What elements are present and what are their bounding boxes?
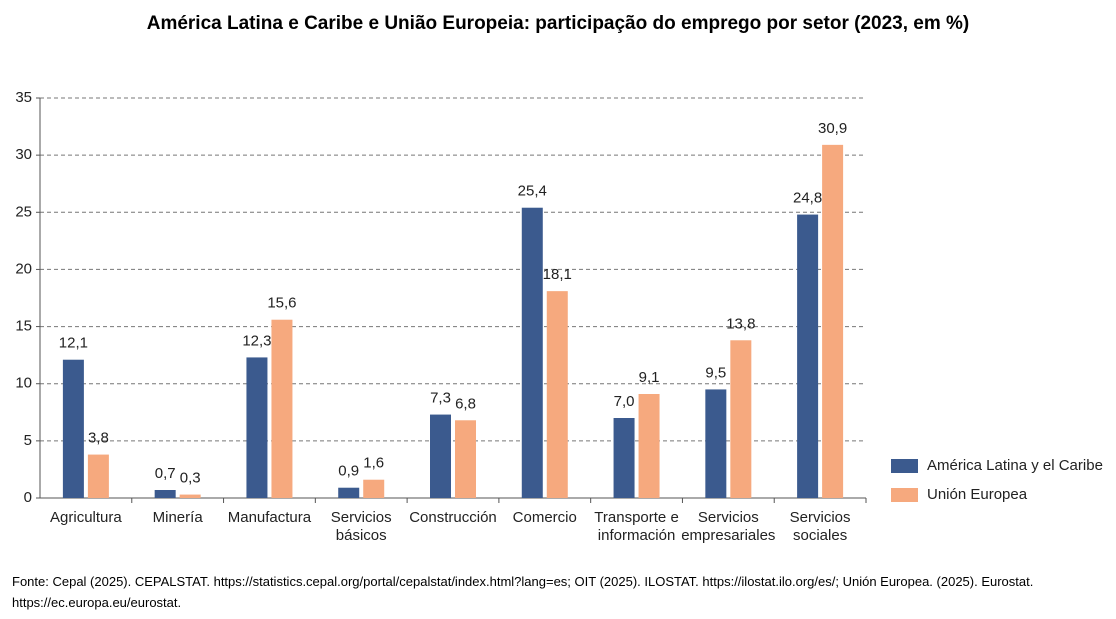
x-tick-label: empresariales	[681, 527, 775, 544]
value-label: 25,4	[518, 183, 547, 200]
value-label: 0,7	[155, 465, 176, 482]
bar	[613, 418, 635, 498]
legend-swatch	[891, 488, 918, 502]
value-label: 1,6	[363, 455, 384, 472]
legend-label: América Latina y el Caribe	[927, 457, 1103, 474]
bar	[271, 319, 293, 498]
x-tick-label: Manufactura	[228, 509, 312, 526]
x-tick-label: básicos	[336, 527, 387, 544]
y-tick-label: 0	[24, 489, 32, 506]
bar	[87, 454, 109, 498]
x-tick-label: Transporte e	[594, 509, 679, 526]
value-label: 7,3	[430, 390, 451, 407]
bar	[797, 214, 819, 499]
bar	[730, 340, 752, 498]
value-label: 9,5	[705, 364, 726, 381]
x-tick-label: Servicios	[331, 509, 392, 526]
y-tick-label: 15	[15, 318, 32, 335]
value-label: 12,3	[242, 332, 271, 349]
bar	[521, 207, 543, 498]
y-tick-label: 5	[24, 432, 32, 449]
x-tick-label: Comercio	[513, 509, 577, 526]
bar	[638, 394, 660, 498]
value-label: 6,8	[455, 395, 476, 412]
x-tick-label: Servicios	[698, 509, 759, 526]
value-label: 24,8	[793, 190, 822, 207]
value-label: 3,8	[88, 430, 109, 447]
bar	[455, 420, 476, 498]
y-tick-label: 35	[15, 89, 32, 106]
value-label: 30,9	[818, 120, 847, 137]
y-tick-label: 25	[15, 203, 32, 220]
bar	[179, 494, 201, 498]
y-tick-label: 20	[15, 260, 32, 277]
x-tick-label: Agricultura	[50, 509, 122, 526]
y-tick-label: 10	[15, 375, 32, 392]
chart-title: América Latina e Caribe e União Europeia…	[147, 13, 970, 34]
bar	[546, 291, 568, 498]
value-label: 0,3	[180, 470, 201, 487]
value-label: 7,0	[614, 393, 635, 410]
legend-label: Unión Europea	[927, 486, 1028, 503]
bar	[338, 487, 360, 498]
chart: América Latina e Caribe e União Europeia…	[15, 13, 1103, 544]
source-note: Fonte: Cepal (2025). CEPALSTAT. https://…	[12, 574, 1034, 610]
bar	[430, 414, 451, 498]
value-label: 12,1	[59, 335, 88, 352]
x-tick-label: Servicios	[790, 509, 851, 526]
x-tick-label: información	[598, 527, 676, 544]
x-tick-label: sociales	[793, 527, 847, 544]
x-tick-label: Minería	[153, 509, 204, 526]
legend-swatch	[891, 459, 918, 473]
bar	[363, 479, 385, 498]
bar	[62, 359, 84, 498]
bar	[822, 144, 844, 498]
value-label: 13,8	[726, 315, 755, 332]
bar	[705, 389, 727, 498]
bar	[246, 357, 268, 498]
y-tick-label: 30	[15, 146, 32, 163]
x-tick-label: Construcción	[409, 509, 497, 526]
value-label: 15,6	[267, 295, 296, 312]
value-label: 9,1	[639, 369, 660, 386]
value-label: 0,9	[338, 463, 359, 480]
value-label: 18,1	[543, 266, 572, 283]
bar	[154, 490, 176, 498]
